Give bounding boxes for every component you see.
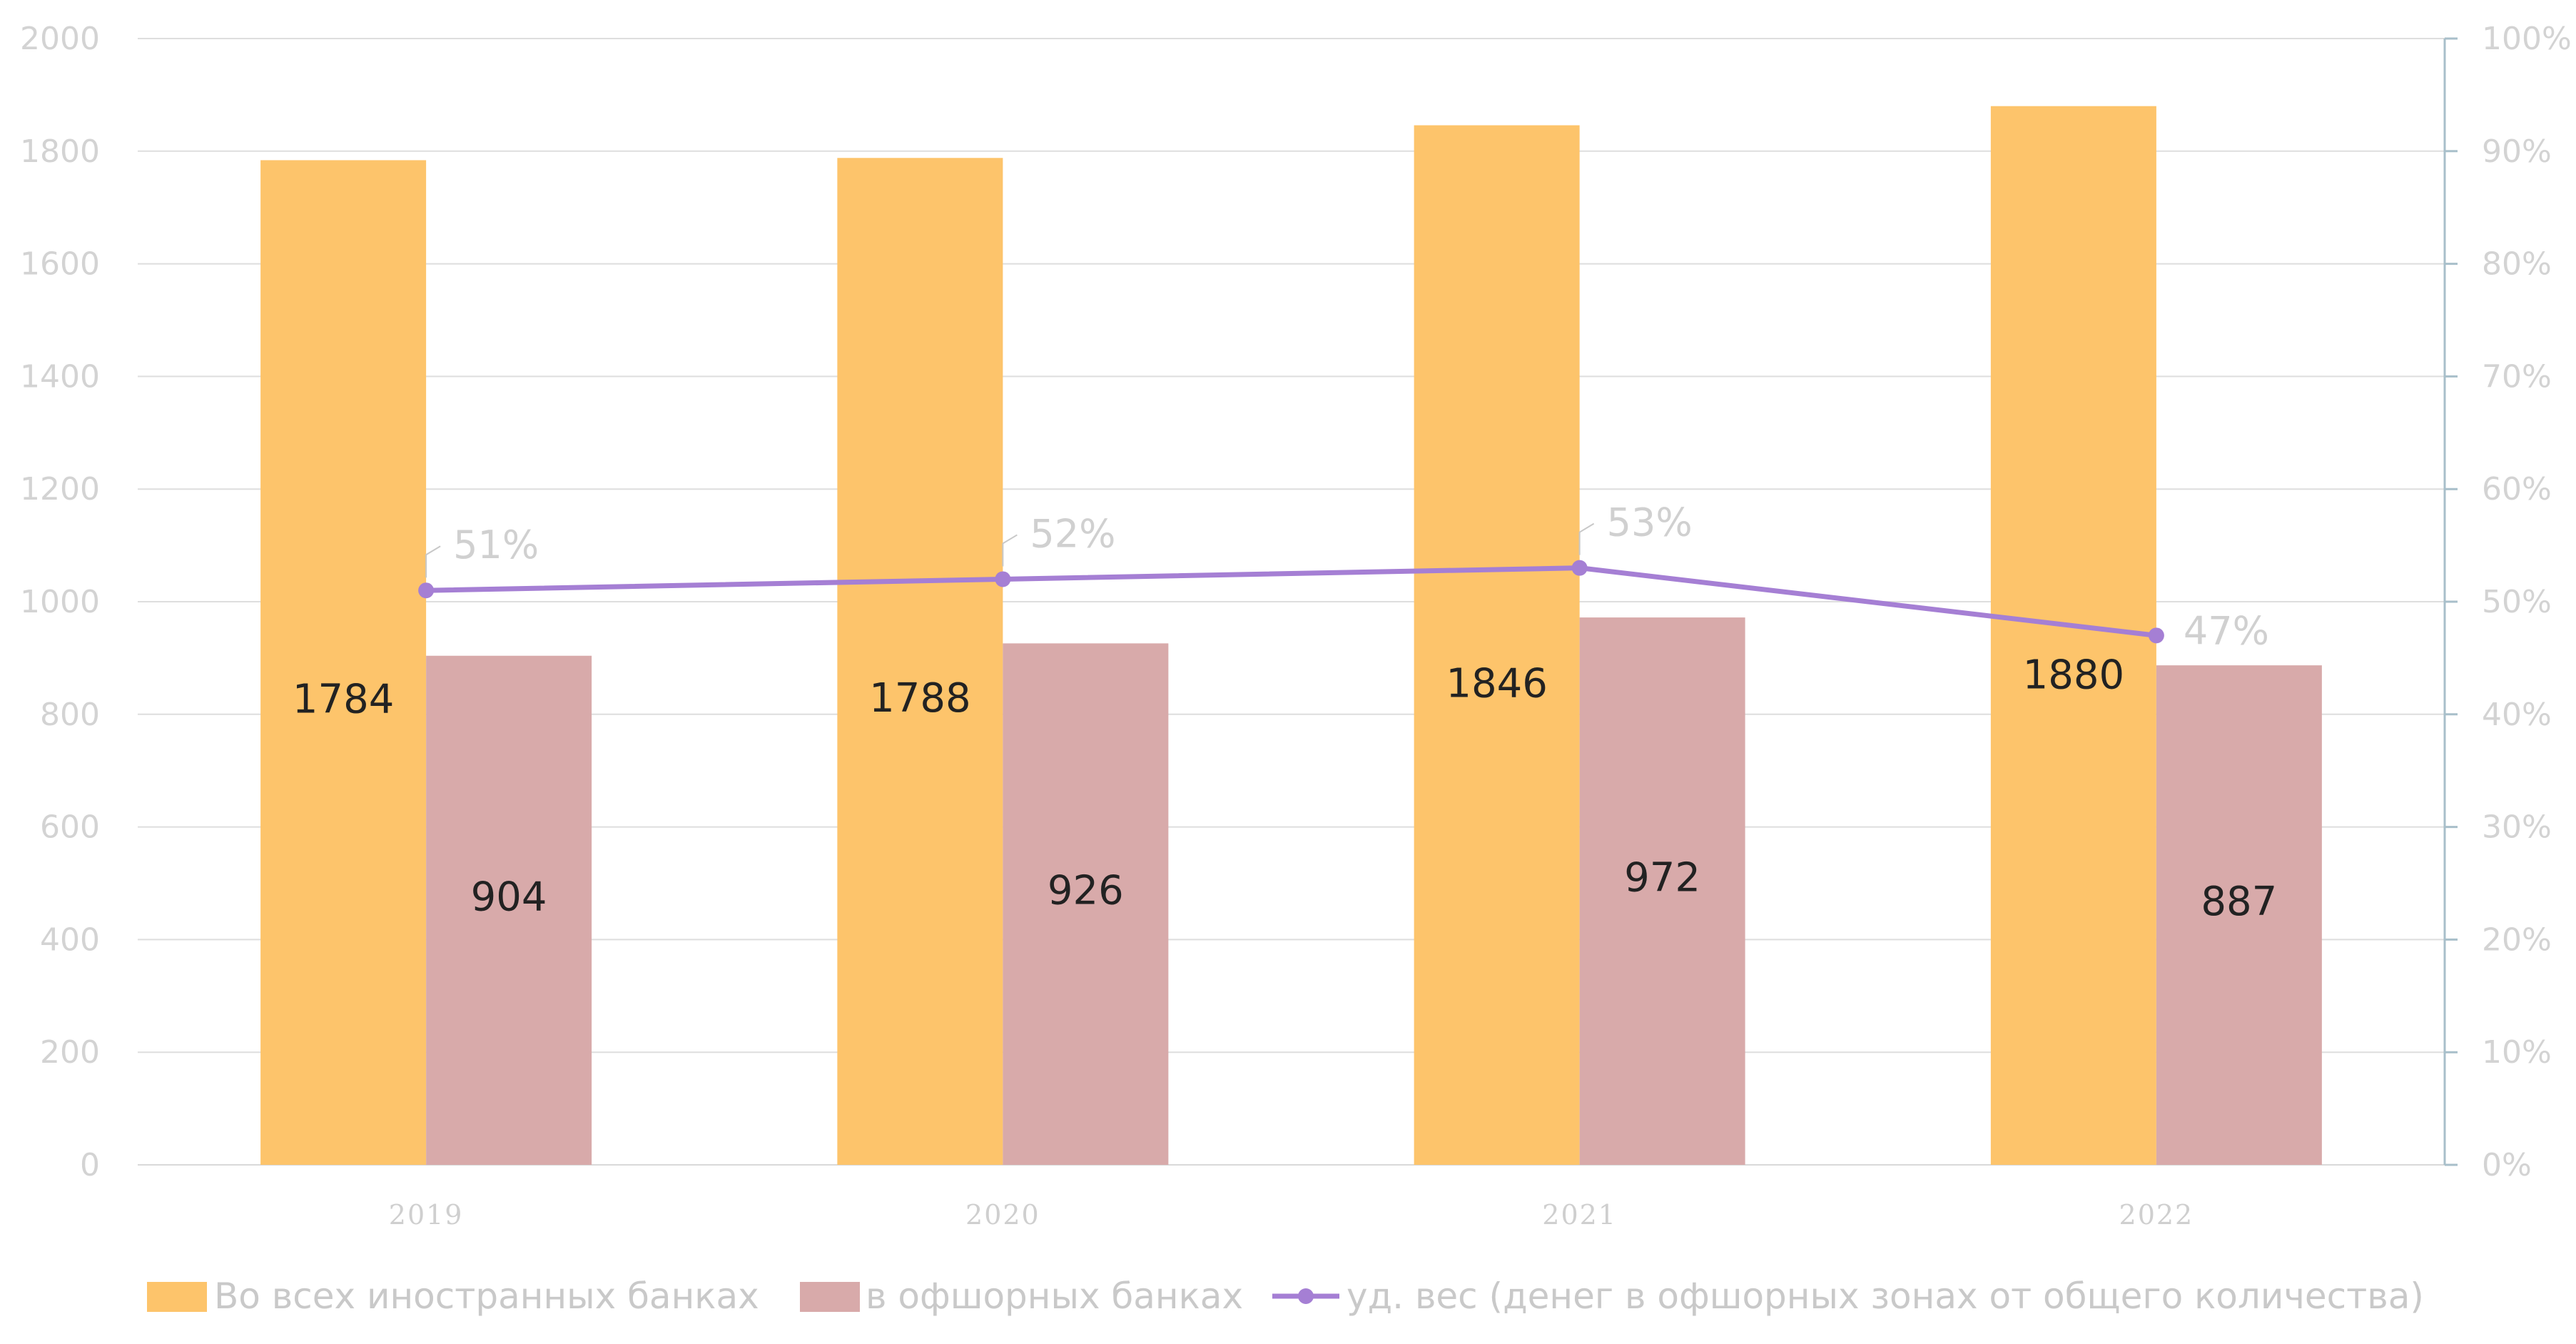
line-data-label: 52% xyxy=(1030,511,1115,556)
y-tick-label: 1600 xyxy=(20,246,100,283)
y-tick-label: 1400 xyxy=(20,358,100,395)
bar-data-label: 887 xyxy=(2201,879,2277,925)
line-data-label: 51% xyxy=(453,522,539,567)
y2-tick-label: 100% xyxy=(2482,21,2572,57)
x-tick-label: 2021 xyxy=(1542,1199,1617,1231)
y-tick-label: 600 xyxy=(40,809,100,846)
line-data-label: 47% xyxy=(2184,608,2269,653)
line-label-leader xyxy=(425,545,441,578)
legend-label: Во всех иностранных банках xyxy=(214,1275,759,1317)
bar-data-label: 904 xyxy=(471,874,547,920)
bar-data-label: 1788 xyxy=(869,675,971,722)
legend-label: в офшорных банках xyxy=(866,1275,1243,1317)
y-tick-label: 0 xyxy=(80,1147,100,1183)
y-tick-label: 200 xyxy=(40,1034,100,1071)
bar-offshore-banks xyxy=(426,655,592,1165)
line-point xyxy=(418,582,435,599)
percentage-line: 51% 52% 53% 47% xyxy=(418,500,2269,653)
bar-data-label: 1784 xyxy=(293,677,395,723)
y-tick-label: 1800 xyxy=(20,133,100,170)
y-tick-label: 400 xyxy=(40,921,100,958)
bar-all-foreign-banks xyxy=(260,160,427,1166)
line-series xyxy=(426,565,2157,638)
line-label-leader xyxy=(1578,522,1595,555)
line-point xyxy=(1571,560,1588,576)
y2-tick-label: 80% xyxy=(2482,246,2552,283)
x-axis: 2019 2020 2021 2022 xyxy=(389,1199,2194,1231)
legend-item: в офшорных банках xyxy=(800,1275,1243,1317)
bar-offshore-banks xyxy=(2156,665,2322,1165)
y2-tick-label: 40% xyxy=(2482,697,2552,733)
legend-label: уд. вес (денег в офшорных зонах от общег… xyxy=(1347,1275,2424,1317)
y2-tick-label: 50% xyxy=(2482,584,2552,620)
line-label-leader xyxy=(1002,534,1018,567)
bar-data-labels: 1784 904 1788 926 1846 972 1880 887 xyxy=(293,652,2277,926)
bar-data-label: 1846 xyxy=(1446,661,1548,707)
legend-item: Во всех иностранных банках xyxy=(147,1275,759,1317)
y-tick-label: 1000 xyxy=(20,584,100,620)
bar-all-foreign-banks xyxy=(837,158,1003,1165)
bar-data-label: 972 xyxy=(1624,855,1700,901)
y-tick-label: 1200 xyxy=(20,471,100,507)
bars xyxy=(260,106,2322,1166)
legend-swatch xyxy=(800,1282,860,1312)
y2-tick-label: 60% xyxy=(2482,471,2552,507)
y-tick-label: 800 xyxy=(40,697,100,733)
x-tick-label: 2022 xyxy=(2119,1199,2194,1231)
x-tick-label: 2020 xyxy=(965,1199,1040,1231)
bar-data-label: 926 xyxy=(1048,868,1124,914)
y2-tick-label: 0% xyxy=(2482,1147,2532,1183)
x-tick-label: 2019 xyxy=(389,1199,464,1231)
y2-tick-label: 10% xyxy=(2482,1034,2552,1071)
y-axis-left: 0 200 400 600 800 1000 1200 1400 1600 1800 2000 xyxy=(20,21,100,1183)
legend-swatch-marker xyxy=(1298,1288,1314,1304)
legend: Во всех иностранных банках в офшорных бан… xyxy=(147,1275,2424,1317)
y2-tick-label: 30% xyxy=(2482,809,2552,846)
bar-all-foreign-banks xyxy=(1414,125,1580,1166)
bar-offshore-banks xyxy=(1579,617,1745,1165)
line-point xyxy=(2148,627,2164,644)
bar-offshore-banks xyxy=(1003,643,1169,1165)
line-data-label: 53% xyxy=(1607,500,1693,545)
y2-tick-label: 90% xyxy=(2482,133,2552,170)
y2-tick-label: 70% xyxy=(2482,358,2552,395)
line-point xyxy=(995,571,1011,587)
y-axis-right: 0% 10% 20% 30% 40% 50% 60% 70% 80% 90% 100% xyxy=(2443,21,2572,1183)
bar-data-label: 1880 xyxy=(2023,652,2125,699)
legend-item: уд. вес (денег в офшорных зонах от общег… xyxy=(1272,1275,2424,1317)
bar-all-foreign-banks xyxy=(1990,106,2156,1166)
y2-tick-label: 20% xyxy=(2482,921,2552,958)
legend-swatch xyxy=(147,1282,207,1312)
y-tick-label: 2000 xyxy=(20,21,100,57)
